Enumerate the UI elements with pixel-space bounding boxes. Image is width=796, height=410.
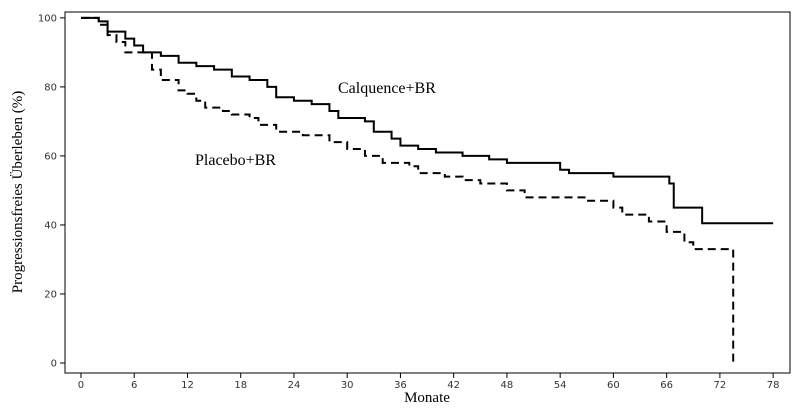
y-tick-label: 40 xyxy=(44,220,57,231)
x-tick-label: 24 xyxy=(288,380,301,391)
y-axis-label: Progressionsfreies Überleben (%) xyxy=(9,91,26,293)
plot-frame xyxy=(64,11,791,374)
series-label: Calquence+BR xyxy=(338,80,436,97)
series-label: Placebo+BR xyxy=(195,152,276,169)
x-tick-label: 66 xyxy=(660,380,673,391)
x-tick-label: 6 xyxy=(131,380,137,391)
x-tick-label: 30 xyxy=(341,380,354,391)
survival-curve xyxy=(80,16,774,225)
x-tick-label: 54 xyxy=(554,380,567,391)
x-tick-label: 42 xyxy=(447,380,460,391)
x-tick-label: 60 xyxy=(607,380,620,391)
x-tick-label: 0 xyxy=(78,380,84,391)
x-tick-label: 72 xyxy=(714,380,727,391)
y-tick-label: 60 xyxy=(44,151,57,162)
y-tick-label: 100 xyxy=(38,13,57,24)
x-tick-label: 78 xyxy=(767,380,780,391)
x-tick-label: 18 xyxy=(234,380,247,391)
x-axis-label: Monate xyxy=(404,390,450,406)
y-tick-label: 0 xyxy=(51,358,57,369)
x-tick-label: 48 xyxy=(501,380,514,391)
y-tick-label: 20 xyxy=(44,289,57,300)
x-tick-label: 36 xyxy=(394,380,407,391)
survival-curve xyxy=(80,16,735,363)
x-tick-label: 12 xyxy=(181,380,194,391)
y-tick-label: 80 xyxy=(44,82,57,93)
